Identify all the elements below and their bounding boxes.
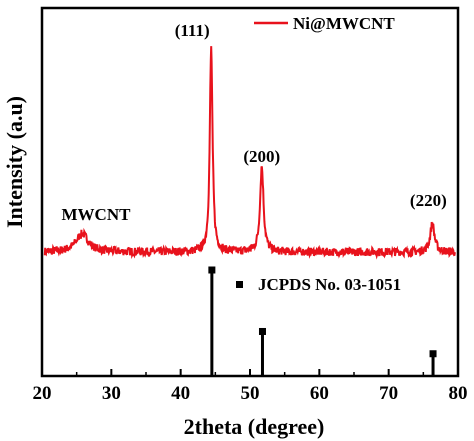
ni-mwcnt-line [43, 46, 456, 260]
x-tick-label: 30 [102, 383, 121, 404]
jcpds-marker [258, 327, 266, 335]
legend-square-swatch [236, 281, 243, 288]
peak-annotation: (200) [243, 147, 280, 166]
x-tick-label: 80 [449, 383, 468, 404]
peak-annotation: (111) [175, 21, 210, 40]
x-tick-label: 20 [33, 383, 52, 404]
x-tick-label: 50 [241, 383, 260, 404]
x-tick-label: 70 [379, 383, 398, 404]
y-axis-title: Intensity (a.u) [2, 96, 27, 228]
plot-frame [40, 6, 460, 378]
peak-annotation: (220) [410, 191, 447, 210]
x-tick-label: 40 [171, 383, 190, 404]
x-tick-label: 60 [310, 383, 329, 404]
legend: Ni@MWCNT JCPDS No. 03-1051 [236, 14, 401, 294]
legend-label: Ni@MWCNT [293, 14, 395, 33]
annotations: (111) (200) (220) MWCNT [62, 21, 447, 224]
jcpds-marker [208, 266, 216, 274]
peak-annotation: MWCNT [62, 205, 132, 224]
legend-label: JCPDS No. 03-1051 [258, 275, 401, 294]
jcpds-marker [429, 350, 437, 358]
plot-area [43, 46, 456, 376]
axes: 20 30 40 50 60 70 80 2theta (degree) Intensity (… [2, 6, 468, 439]
x-axis-title: 2theta (degree) [184, 414, 325, 439]
